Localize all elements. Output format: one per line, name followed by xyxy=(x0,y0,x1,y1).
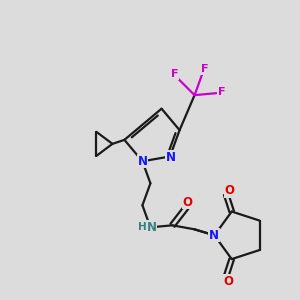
Text: N: N xyxy=(166,151,176,164)
Text: F: F xyxy=(201,64,208,74)
Text: N: N xyxy=(146,221,156,234)
Text: H: H xyxy=(138,222,147,232)
Text: O: O xyxy=(223,275,233,288)
Text: N: N xyxy=(208,229,218,242)
Text: N: N xyxy=(137,155,147,168)
Text: O: O xyxy=(224,184,234,197)
Text: F: F xyxy=(218,87,225,97)
Text: O: O xyxy=(182,196,192,209)
Text: N: N xyxy=(209,229,219,242)
Text: F: F xyxy=(171,69,178,79)
